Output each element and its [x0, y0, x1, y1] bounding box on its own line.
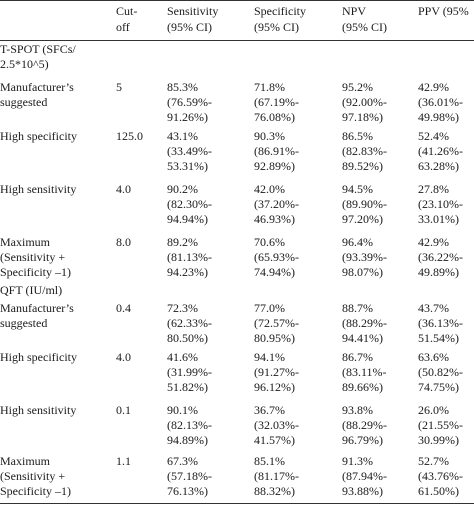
- group-label-tspot: T-SPOT (SFCs/ 2.5*10^5): [0, 42, 76, 71]
- cell-sensitivity: 89.2% (81.13%- 94.23%): [167, 235, 212, 279]
- cell-ppv: 42.9% (36.22%- 49.89%): [418, 235, 463, 279]
- header-sensitivity: Sensitivity (95% CI): [167, 4, 219, 34]
- cell-specificity: 94.1% (91.27%- 96.12%): [254, 350, 299, 394]
- row-name: Manufacturer’s suggested: [0, 80, 74, 109]
- cell-sensitivity: 85.3% (76.59%- 91.26%): [167, 80, 212, 124]
- cell-sensitivity: 41.6% (31.99%- 51.82%): [167, 350, 212, 394]
- row-name: High sensitivity: [0, 182, 77, 196]
- cell-ppv: 43.7% (36.13%- 51.54%): [418, 301, 463, 345]
- cell-sensitivity: 72.3% (62.33%- 80.50%): [167, 301, 212, 345]
- row-name: High specificity: [0, 129, 77, 143]
- table-bottom-rule: [0, 503, 474, 504]
- cell-cutoff: 4.0: [116, 182, 131, 196]
- cell-cutoff: 1.1: [116, 454, 131, 468]
- cell-cutoff: 8.0: [116, 235, 131, 249]
- row-name: Maximum (Sensitivity + Specificity –1): [0, 235, 71, 279]
- cell-ppv: 26.0% (21.55%- 30.99%): [418, 403, 463, 447]
- cell-npv: 96.4% (93.39%- 98.07%): [342, 235, 387, 279]
- cell-specificity: 42.0% (37.20%- 46.93%): [254, 182, 299, 226]
- cell-npv: 86.7% (83.11%- 89.66%): [342, 350, 387, 394]
- table-top-rule: [0, 0, 474, 1]
- header-ppv: PPV (95%: [418, 4, 469, 18]
- header-specificity: Specificity (95% CI): [254, 4, 306, 34]
- row-name: Manufacturer’s suggested: [0, 301, 74, 330]
- cell-cutoff: 0.1: [116, 403, 131, 417]
- cell-ppv: 52.7% (43.76%- 61.50%): [418, 454, 463, 498]
- cell-ppv: 52.4% (41.26%- 63.28%): [418, 129, 463, 173]
- cell-npv: 91.3% (87.94%- 93.88%): [342, 454, 387, 498]
- row-name: High sensitivity: [0, 403, 77, 417]
- cell-npv: 88.7% (88.29%- 94.41%): [342, 301, 387, 345]
- cell-cutoff: 0.4: [116, 301, 131, 315]
- cell-cutoff: 4.0: [116, 350, 131, 364]
- cell-sensitivity: 90.1% (82.13%- 94.89%): [167, 403, 212, 447]
- cell-ppv: 63.6% (50.82%- 74.75%): [418, 350, 463, 394]
- cell-cutoff: 125.0: [116, 129, 143, 143]
- header-npv: NPV (95% CI): [342, 4, 387, 34]
- cell-cutoff: 5: [116, 80, 122, 94]
- table-header: Cut- off Sensitivity (95% CI) Specificit…: [0, 3, 474, 39]
- cell-npv: 94.5% (89.90%- 97.20%): [342, 182, 387, 226]
- cell-specificity: 77.0% (72.57%- 80.95%): [254, 301, 299, 345]
- cell-specificity: 85.1% (81.17%- 88.32%): [254, 454, 299, 498]
- cell-ppv: 27.8% (23.10%- 33.01%): [418, 182, 463, 226]
- row-name: High specificity: [0, 350, 77, 364]
- cell-specificity: 70.6% (65.93%- 74.94%): [254, 235, 299, 279]
- cell-sensitivity: 67.3% (57.18%- 76.13%): [167, 454, 212, 498]
- cell-ppv: 42.9% (36.01%- 49.98%): [418, 80, 463, 124]
- cell-npv: 93.8% (88.29%- 96.79%): [342, 403, 387, 447]
- row-name: Maximum (Sensitivity + Specificity –1): [0, 454, 71, 498]
- header-cutoff: Cut- off: [116, 4, 138, 34]
- cell-specificity: 71.8% (67.19%- 76.08%): [254, 80, 299, 124]
- cell-npv: 95.2% (92.00%- 97.18%): [342, 80, 387, 124]
- table-header-rule: [0, 40, 474, 41]
- cell-specificity: 90.3% (86.91%- 92.89%): [254, 129, 299, 173]
- cell-specificity: 36.7% (32.03%- 41.57%): [254, 403, 299, 447]
- cell-sensitivity: 90.2% (82.30%- 94.94%): [167, 182, 212, 226]
- group-label-qft: QFT (IU/ml): [0, 283, 63, 297]
- cell-npv: 86.5% (82.83%- 89.52%): [342, 129, 387, 173]
- cell-sensitivity: 43.1% (33.49%- 53.31%): [167, 129, 212, 173]
